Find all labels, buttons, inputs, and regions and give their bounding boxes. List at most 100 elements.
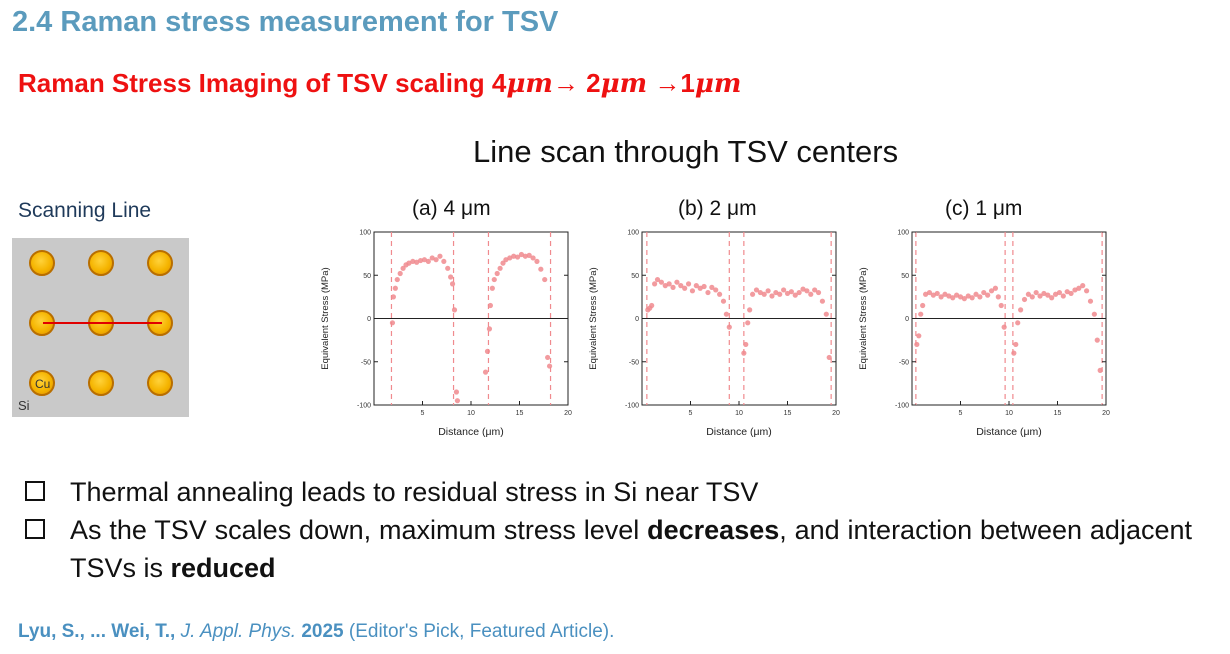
data-point — [1068, 290, 1074, 297]
data-point — [685, 281, 692, 287]
y-tick-label: 100 — [897, 230, 909, 237]
data-point — [765, 288, 771, 294]
scanning-line-label: Scanning Line — [18, 199, 152, 222]
data-point — [942, 291, 948, 297]
citation-year: 2025 — [296, 621, 344, 642]
data-point — [542, 276, 548, 283]
data-point — [511, 253, 517, 259]
citation: Lyu, S., ... Wei, T., J. Appl. Phys. 202… — [18, 621, 614, 643]
bullet-text: As the TSV scales down, maximum stress l… — [70, 515, 648, 545]
citation-note: (Editor's Pick, Featured Article). — [343, 621, 615, 642]
data-point — [400, 265, 406, 271]
data-point — [823, 311, 829, 317]
data-point — [918, 311, 924, 317]
plot-title-a: (a) 4 μm — [412, 197, 491, 220]
data-point — [950, 295, 956, 301]
data-point — [484, 348, 491, 354]
bullet-emphasis: decreases — [647, 515, 780, 545]
data-point — [726, 324, 732, 330]
data-point — [1084, 288, 1090, 294]
data-point — [1001, 324, 1007, 330]
data-point — [649, 302, 655, 309]
stress-plot-a: -100 -50 0 50 100 5 10 15 20 Distance (μm) Equival… — [320, 230, 572, 439]
data-point — [1072, 287, 1078, 293]
data-point — [390, 294, 396, 300]
data-point — [1064, 289, 1070, 295]
plot-title-b: (b) 2 μm — [678, 197, 757, 220]
y-axis-label: Equivalent Stress (MPa) — [858, 267, 869, 369]
x-tick-label: 5 — [421, 410, 425, 417]
data-point — [701, 283, 707, 290]
stress-plot-b: -100 -50 0 50 100 5 10 15 20 Distance (μm) Equival… — [588, 230, 840, 439]
data-point — [487, 302, 493, 309]
data-point — [421, 257, 428, 263]
y-tick-label: 0 — [635, 316, 639, 323]
bullet-text: Thermal annealing leads to residual stre… — [70, 477, 759, 507]
data-point — [494, 270, 500, 277]
y-tick-label: 100 — [359, 230, 371, 237]
data-point — [1091, 311, 1097, 317]
data-point — [819, 298, 826, 304]
x-tick-label: 20 — [1102, 410, 1110, 417]
data-point — [693, 283, 699, 289]
x-tick-label: 5 — [689, 410, 693, 417]
data-point — [981, 289, 987, 296]
data-point — [1041, 290, 1047, 297]
subtitle: Raman Stress Imaging of TSV scaling 4μm→… — [18, 68, 741, 99]
data-point — [448, 274, 454, 280]
y-tick-label: -100 — [625, 403, 639, 410]
data-point — [652, 281, 658, 287]
scan-line — [43, 322, 162, 324]
plot-title-c: (c) 1 μm — [945, 197, 1023, 220]
data-point — [1018, 307, 1024, 313]
bullet-list: Thermal annealing leads to residual stre… — [22, 473, 1192, 587]
data-point — [938, 294, 944, 300]
data-point — [745, 320, 751, 326]
data-point — [969, 295, 975, 301]
bullet-emphasis: reduced — [170, 553, 276, 583]
data-point — [1060, 293, 1066, 299]
data-point — [720, 298, 727, 304]
data-point — [709, 284, 715, 290]
data-point — [926, 289, 933, 296]
data-point — [914, 341, 920, 348]
data-point — [741, 350, 747, 356]
data-point — [518, 251, 525, 258]
data-point — [670, 284, 676, 290]
data-point — [988, 288, 995, 294]
tsv-via — [147, 250, 173, 276]
data-point — [417, 257, 424, 264]
data-point — [705, 289, 711, 296]
data-point — [973, 291, 979, 297]
data-point — [1076, 285, 1082, 291]
data-point — [743, 341, 749, 348]
tsv-via — [88, 250, 114, 276]
data-point — [406, 260, 412, 266]
data-point — [957, 294, 964, 300]
y-axis-label: Equivalent Stress (MPa) — [320, 267, 331, 369]
data-point — [451, 307, 458, 313]
data-point — [792, 292, 798, 298]
data-point — [1056, 289, 1063, 296]
arrow-2: →1 — [647, 68, 695, 98]
data-point — [545, 354, 551, 361]
data-point — [658, 279, 664, 285]
line-scan-title: Line scan through TSV centers — [473, 134, 899, 169]
data-point — [689, 288, 696, 294]
y-tick-label: -100 — [895, 403, 909, 410]
si-label: Si — [18, 398, 30, 413]
x-tick-label: 20 — [564, 410, 572, 417]
data-point — [757, 289, 763, 296]
data-point — [1087, 298, 1094, 304]
data-point — [812, 287, 818, 293]
checkbox-bullet-icon — [25, 481, 45, 501]
data-point — [414, 259, 420, 265]
tsv-via — [29, 250, 55, 276]
data-point — [777, 291, 783, 297]
data-point — [717, 291, 723, 297]
x-tick-label: 10 — [1005, 410, 1013, 417]
data-point — [433, 257, 439, 263]
y-tick-label: -100 — [357, 403, 371, 410]
data-point — [522, 253, 528, 259]
y-tick-label: 50 — [901, 273, 909, 280]
